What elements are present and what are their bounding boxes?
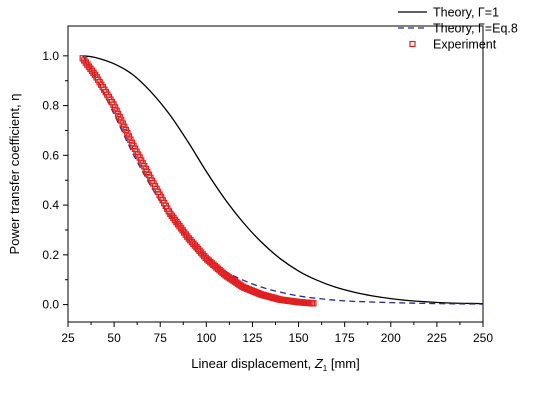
y-tick-label: 0.2 (42, 248, 59, 262)
x-tick-label: 150 (289, 331, 309, 345)
experiment-point (119, 120, 126, 127)
y-tick-label: 0.0 (42, 298, 59, 312)
x-tick-label: 200 (381, 331, 401, 345)
experiment-point (124, 130, 131, 137)
experiment-point (125, 133, 133, 140)
legend-label: Theory, Γ=1 (433, 6, 499, 20)
experiment-point (111, 104, 119, 111)
legend-label: Experiment (433, 38, 497, 52)
x-tick-label: 50 (107, 331, 121, 345)
x-axis-title: Linear displacement, Z1 [mm] (191, 356, 359, 373)
x-tick-label: 250 (473, 331, 493, 345)
x-axis-title-prefix: Linear displacement, (191, 356, 315, 371)
series-layer (79, 55, 484, 307)
experiment-point (113, 107, 120, 114)
y-tick-label: 0.6 (42, 148, 59, 162)
experiment-point (122, 126, 129, 134)
x-tick-label: 225 (427, 331, 447, 345)
x-axis-title-symbol: Z (314, 356, 324, 371)
x-tick-label: 125 (242, 331, 262, 345)
y-tick-label: 0.8 (42, 99, 59, 113)
x-tick-label: 25 (61, 331, 75, 345)
y-axis-title: Power transfer coefficient, η (7, 94, 22, 255)
x-axis-title-subscript: 1 (323, 364, 328, 373)
x-tick-label: 175 (335, 331, 355, 345)
experiment-point (116, 113, 123, 121)
experiment-point (117, 117, 125, 124)
legend-label: Theory, Γ=Eq.8 (433, 22, 518, 36)
experiment-point (121, 123, 128, 130)
legend-marker-experiment (409, 40, 416, 48)
series-theory-gamma1-line (82, 55, 484, 305)
y-tick-label: 1.0 (42, 49, 59, 63)
y-tick-label: 0.4 (42, 198, 59, 212)
experiment-point (310, 300, 317, 307)
experiment-point (114, 110, 122, 118)
legend: Theory, Γ=1 Theory, Γ=Eq.8 Experiment (398, 6, 518, 52)
experiment-point (127, 136, 134, 143)
x-axis-title-suffix: [mm] (327, 356, 360, 371)
x-tick-label: 100 (196, 331, 216, 345)
axes-layer (63, 25, 484, 327)
series-theory-eq8-line (82, 55, 484, 305)
x-tick-label: 75 (154, 331, 168, 345)
plot-frame (67, 25, 484, 323)
labels-layer: 25 50 75 100 125 150 175 200 225 250 0.0 0.2 0.4 0.6 0… (7, 49, 493, 373)
series-experiment-markers (79, 55, 317, 307)
